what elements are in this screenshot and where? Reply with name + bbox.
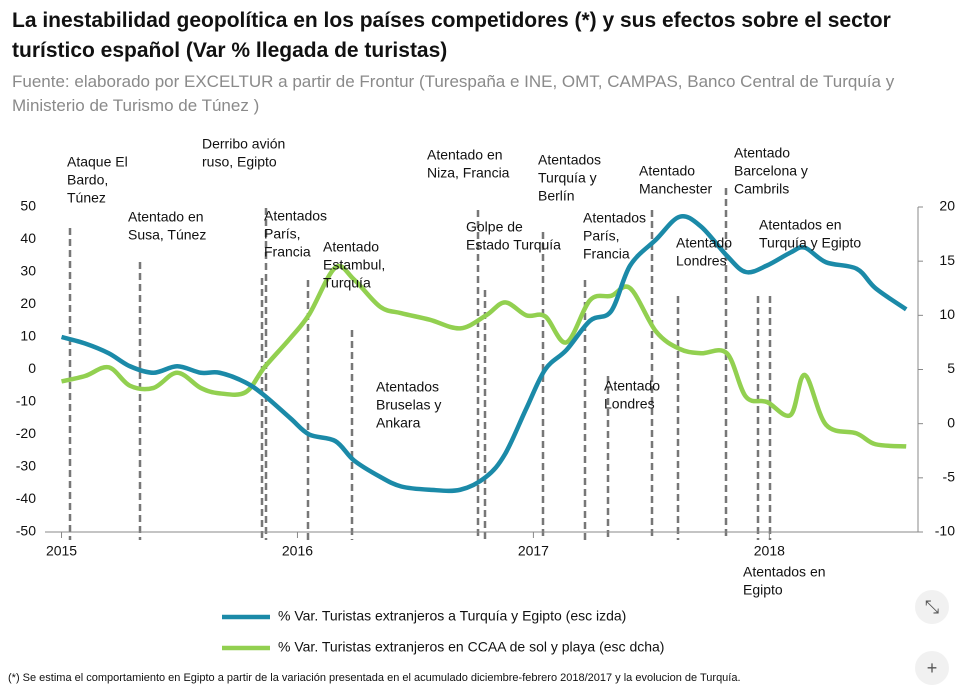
y2-tick-label: -5: [943, 469, 956, 485]
y2-tick-label: 0: [947, 414, 955, 430]
x-tick-label: 2017: [518, 543, 549, 559]
annotation: ruso, Egipto: [202, 154, 277, 170]
annotation: Atentado: [604, 378, 660, 394]
annotation: Atentado: [734, 145, 790, 161]
annotation: Berlín: [538, 188, 575, 204]
x-tick-label: 2016: [282, 543, 313, 559]
y-tick-label: 50: [20, 198, 36, 214]
annotation: Londres: [676, 253, 727, 269]
y-tick-label: 0: [28, 360, 36, 376]
annotation: Bardo,: [67, 172, 108, 188]
annotation: Atentados: [538, 152, 601, 168]
annotation: Atentado en: [128, 209, 204, 225]
annotation: Niza, Francia: [427, 165, 510, 181]
annotation: Turquía: [323, 275, 371, 291]
y2-tick-label: 20: [939, 198, 955, 214]
y-tick-label: 10: [20, 328, 36, 344]
annotation: Estado Turquía: [466, 237, 561, 253]
annotation: Atentados en: [759, 217, 842, 233]
zoom-button[interactable]: +: [915, 651, 949, 685]
annotation: Egipto: [743, 582, 783, 598]
y-tick-label: -40: [16, 490, 36, 506]
y-tick-label: 40: [20, 230, 36, 246]
annotation: Derribo avión: [202, 136, 285, 152]
annotation: Bruselas y: [376, 397, 441, 413]
legend-label: % Var. Turistas extranjeros en CCAA de s…: [278, 639, 664, 655]
annotation: Francia: [264, 244, 311, 260]
annotation: Atentados: [264, 208, 327, 224]
x-tick-label: 2018: [754, 543, 785, 559]
annotation: Atentados: [376, 379, 439, 395]
annotation: Turquía y: [538, 170, 597, 186]
annotation: Susa, Túnez: [128, 227, 206, 243]
chart-title: La inestabilidad geopolítica en los país…: [12, 9, 891, 62]
annotation: Golpe de: [466, 219, 523, 235]
annotation: Ataque El: [67, 154, 128, 170]
collapse-button[interactable]: ⤡: [915, 590, 949, 624]
footnote: (*) Se estima el comportamiento en Egipt…: [8, 672, 741, 684]
series-line: [61, 263, 907, 449]
annotation: Atentado: [323, 239, 379, 255]
legend-label: % Var. Turistas extranjeros a Turquía y …: [278, 608, 626, 624]
y-tick-label: -50: [16, 523, 36, 539]
chart-subtitle: Fuente: elaborado por EXCELTUR a partir …: [12, 72, 895, 115]
y-tick-label: 20: [20, 295, 36, 311]
annotation: Ankara: [376, 415, 421, 431]
annotation: Francia: [583, 246, 630, 262]
annotation: Barcelona y: [734, 163, 808, 179]
annotation: París,: [583, 228, 620, 244]
annotation: Manchester: [639, 181, 712, 197]
y-tick-label: -10: [16, 393, 36, 409]
series-line: [60, 214, 908, 494]
y2-tick-label: 5: [947, 360, 955, 376]
annotation: Turquía y Egipto: [759, 235, 861, 251]
annotation: Londres: [604, 396, 655, 412]
annotation: Túnez: [67, 190, 106, 206]
annotation: Estambul,: [323, 257, 385, 273]
y-tick-label: -30: [16, 458, 36, 474]
x-tick-label: 2015: [46, 543, 77, 559]
y2-tick-label: -10: [935, 523, 955, 539]
y2-tick-label: 15: [939, 252, 955, 268]
annotation: Atentados en: [743, 564, 826, 580]
y-tick-label: -20: [16, 425, 36, 441]
annotation: Atentado en: [427, 147, 503, 163]
annotation: París,: [264, 226, 301, 242]
annotation: Atentados: [583, 210, 646, 226]
annotation: Cambrils: [734, 181, 789, 197]
annotation: Atentado: [676, 235, 732, 251]
y-tick-label: 30: [20, 263, 36, 279]
y2-tick-label: 10: [939, 306, 955, 322]
annotation: Atentado: [639, 163, 695, 179]
